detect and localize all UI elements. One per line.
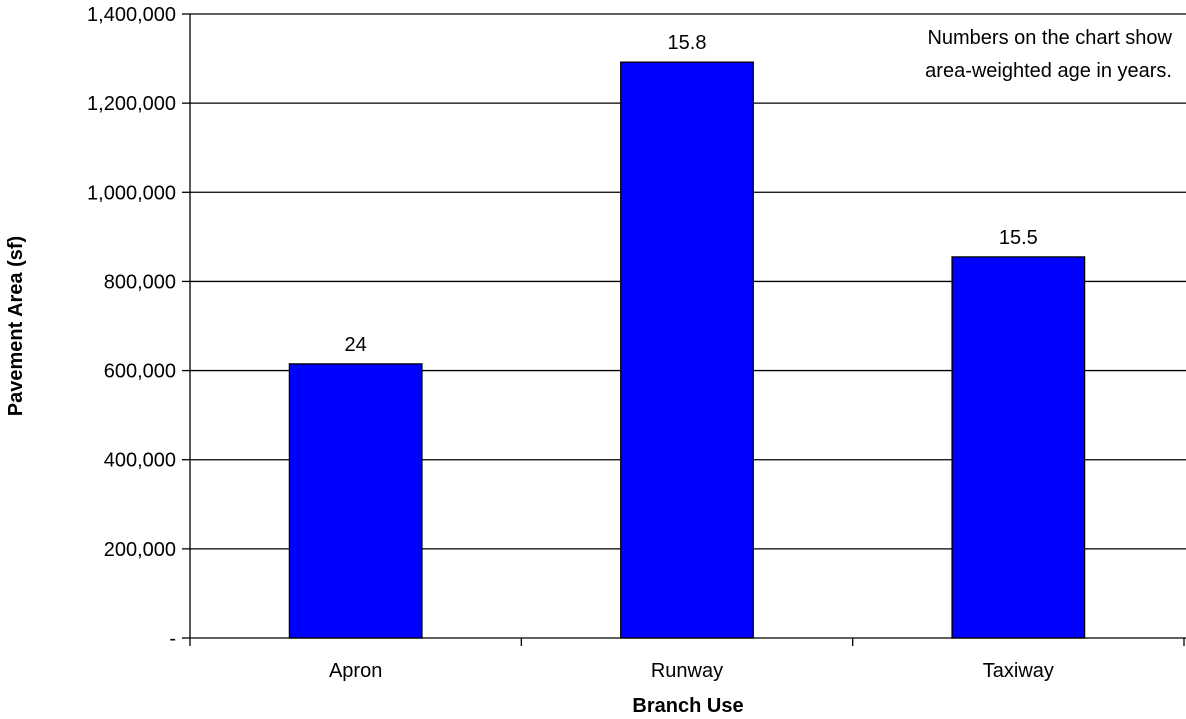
y-axis-title: Pavement Area (sf) (5, 236, 27, 416)
x-tick-labels: Apron Runway Taxiway (329, 660, 1054, 682)
y-tick-label: 1,000,000 (87, 182, 176, 204)
y-tick-label: 200,000 (104, 539, 176, 561)
y-tick-label: 400,000 (104, 450, 176, 472)
bar-apron (288, 363, 423, 639)
data-label: 15.8 (668, 32, 707, 54)
y-tick-label: - (169, 628, 176, 650)
y-tick-label: 800,000 (104, 271, 176, 293)
bar-taxiway (951, 256, 1086, 639)
x-axis-title: Branch Use (632, 695, 743, 717)
data-label: 24 (345, 334, 367, 356)
y-tick-label: 600,000 (104, 361, 176, 383)
x-tick-label: Runway (651, 660, 723, 682)
annotation-line-1: Numbers on the chart show (927, 27, 1172, 49)
x-tick-label: Taxiway (983, 660, 1054, 682)
y-tick-label: 1,200,000 (87, 93, 176, 115)
data-labels: 24 15.8 15.5 (345, 32, 1038, 356)
data-label: 15.5 (999, 227, 1038, 249)
bars (288, 61, 1086, 639)
x-tick-label: Apron (329, 660, 382, 682)
annotation-line-2: area-weighted age in years. (925, 60, 1172, 82)
y-tick-labels: - 200,000 400,000 600,000 800,000 1,000,000 1,… (87, 4, 176, 650)
bar-runway (620, 61, 754, 639)
axes (182, 13, 1186, 646)
y-tick-label: 1,400,000 (87, 4, 176, 26)
